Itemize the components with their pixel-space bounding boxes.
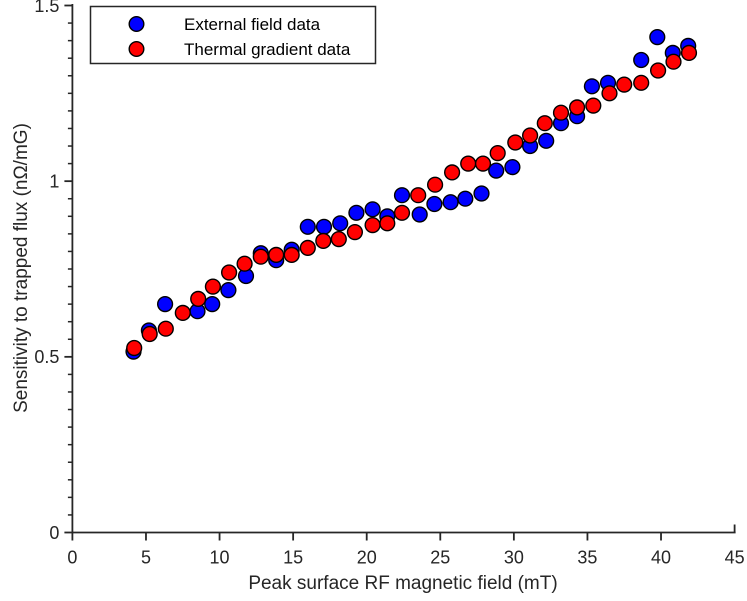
- data-point-marker: [393, 187, 411, 204]
- data-point-marker: [488, 162, 505, 179]
- data-point-marker: [568, 99, 586, 116]
- x-tick-label: 35: [577, 548, 597, 568]
- data-point-marker: [665, 53, 682, 70]
- x-tick-label: 10: [210, 548, 230, 568]
- x-tick-label: 15: [283, 548, 303, 568]
- data-point-marker: [204, 278, 222, 295]
- y-tick-label: 1.5: [34, 0, 59, 16]
- data-point-marker: [236, 255, 253, 272]
- data-point-marker: [507, 134, 524, 151]
- data-point-marker: [141, 325, 158, 343]
- data-point-marker: [474, 155, 492, 172]
- data-point-marker: [460, 155, 477, 172]
- x-tick-label: 45: [725, 548, 745, 568]
- data-point-marker: [552, 104, 570, 121]
- data-point-marker: [174, 304, 191, 322]
- data-point-marker: [379, 215, 396, 232]
- data-point-marker: [473, 185, 490, 202]
- data-point-marker: [315, 218, 333, 235]
- data-point-marker: [442, 194, 459, 211]
- data-point-marker: [348, 204, 365, 221]
- x-tick-label: 20: [357, 548, 377, 568]
- thermal-gradient-series: [126, 44, 698, 357]
- y-tick-label: 0: [49, 523, 59, 543]
- legend-marker-external-icon: [128, 16, 145, 33]
- data-point-marker: [283, 246, 300, 264]
- data-point-marker: [583, 78, 601, 95]
- y-axis-label: Sensitivity to trapped flux (nΩ/mG): [11, 123, 32, 413]
- data-point-marker: [299, 218, 316, 235]
- data-point-marker: [315, 232, 332, 250]
- data-point-marker: [330, 231, 347, 248]
- legend-marker-thermal-icon: [128, 41, 145, 58]
- data-point-marker: [489, 145, 506, 162]
- data-point-marker: [364, 217, 381, 234]
- data-point-marker: [649, 62, 667, 79]
- x-tick-label: 0: [67, 548, 77, 568]
- data-point-marker: [157, 296, 174, 313]
- data-point-marker: [585, 97, 602, 114]
- data-point-marker: [649, 28, 666, 46]
- axes: 0 5 10 15 20 25 30 35 40 45 0 0.5 1 1.5: [34, 0, 744, 568]
- data-point-marker: [332, 215, 349, 232]
- data-point-marker: [680, 44, 698, 62]
- data-point-marker: [411, 206, 428, 223]
- data-point-marker: [204, 296, 221, 313]
- x-tick-label: 30: [504, 548, 524, 568]
- legend-label-thermal: Thermal gradient data: [184, 40, 351, 59]
- data-point-marker: [538, 132, 555, 149]
- data-point-marker: [393, 204, 411, 221]
- data-point-marker: [410, 187, 427, 204]
- data-point-marker: [504, 159, 521, 176]
- data-point-marker: [601, 85, 618, 102]
- data-point-marker: [190, 290, 207, 308]
- data-point-marker: [633, 74, 650, 91]
- data-point-marker: [457, 190, 474, 207]
- data-point-marker: [346, 224, 364, 241]
- data-point-marker: [364, 201, 381, 218]
- data-point-marker: [521, 127, 539, 144]
- data-points: [125, 28, 698, 360]
- data-point-marker: [444, 164, 461, 181]
- y-tick-label: 0.5: [34, 347, 59, 367]
- data-point-marker: [268, 246, 285, 264]
- legend-label-external: External field data: [184, 15, 321, 34]
- y-tick-label: 1: [49, 171, 59, 191]
- data-point-marker: [157, 320, 174, 337]
- x-axis-label: Peak surface RF magnetic field (mT): [248, 573, 557, 594]
- x-tick-label: 5: [141, 548, 151, 568]
- data-point-marker: [252, 248, 269, 265]
- data-point-marker: [220, 282, 237, 299]
- x-tick-label: 25: [430, 548, 450, 568]
- data-point-marker: [536, 115, 553, 132]
- data-point-marker: [221, 264, 238, 281]
- data-point-marker: [427, 176, 444, 193]
- data-point-marker: [126, 339, 143, 357]
- x-tick-label: 40: [651, 548, 671, 568]
- data-point-marker: [426, 195, 443, 213]
- data-point-marker: [633, 51, 650, 69]
- data-point-marker: [616, 76, 633, 93]
- legend: External field data Thermal gradient dat…: [89, 5, 377, 65]
- data-point-marker: [299, 239, 316, 257]
